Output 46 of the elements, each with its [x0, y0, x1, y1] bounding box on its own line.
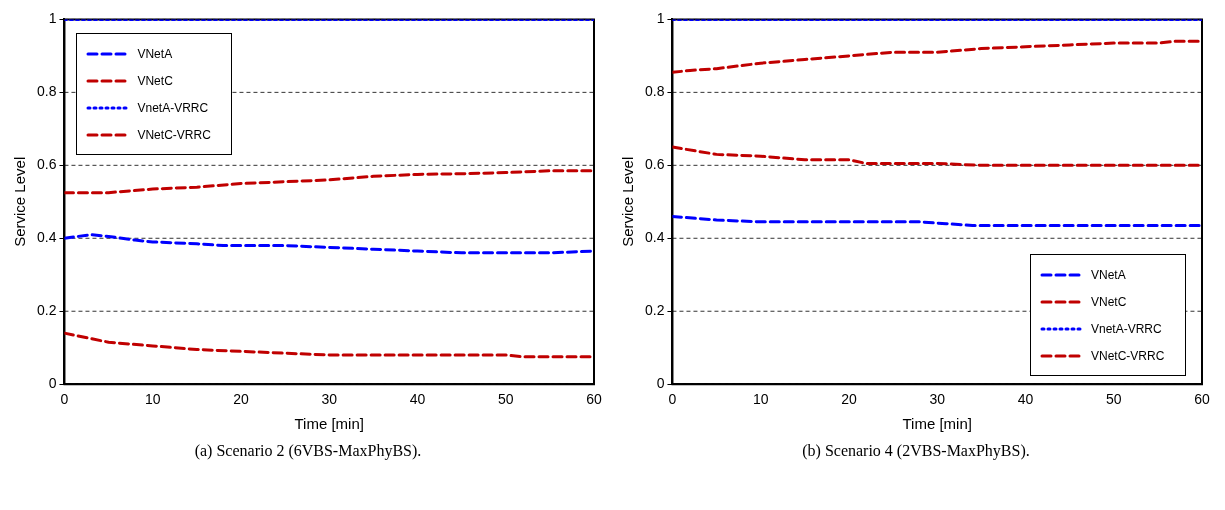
- x-tick-label: 0: [668, 391, 677, 408]
- line-series: [64, 169, 594, 195]
- x-tick-label: 20: [233, 391, 249, 408]
- legend-label: VnetA-VRRC: [1091, 321, 1162, 336]
- line-series: [672, 214, 1202, 228]
- text: (a) Scenario 2 (6VBS-MaxPhyBS).: [193, 442, 423, 460]
- text: (b) Scenario 4 (2VBS-MaxPhyBS).: [801, 442, 1031, 460]
- x-tick-label: 20: [841, 391, 857, 408]
- x-tick-label: 30: [929, 391, 946, 408]
- x-tick-label: 40: [1017, 391, 1034, 408]
- x-tick-label: 0: [60, 391, 69, 408]
- y-tick-label: 0: [48, 375, 57, 392]
- legend-label: VNetC: [1091, 294, 1127, 309]
- legend-label: VNetC-VRRC: [137, 127, 211, 142]
- x-tick-label: 60: [586, 391, 602, 408]
- x-tick-label: 50: [497, 391, 514, 408]
- line-series: [64, 331, 594, 359]
- x-tick-label: 10: [752, 391, 769, 408]
- legend-label: VnetA-VRRC: [137, 100, 209, 115]
- y-tick-label: 0.4: [36, 229, 57, 246]
- y-axis-title: Service Level: [11, 156, 29, 247]
- y-tick-label: 0.8: [644, 83, 665, 100]
- y-tick-label: 1: [48, 10, 57, 27]
- line-series: [64, 233, 594, 255]
- y-tick-label: 0.8: [36, 83, 57, 100]
- legend-label: VNetC: [137, 73, 173, 88]
- line-series: [672, 145, 1202, 167]
- y-tick-label: 0: [656, 375, 665, 392]
- x-tick-label: 10: [144, 391, 161, 408]
- x-tick-label: 50: [1105, 391, 1122, 408]
- legend-label: VNetC-VRRC: [1091, 348, 1165, 363]
- y-tick-label: 0.2: [644, 302, 665, 319]
- x-tick-label: 40: [409, 391, 426, 408]
- line-series: [672, 39, 1202, 74]
- y-tick-label: 0.6: [644, 156, 665, 173]
- x-axis-title: Time [min]: [294, 415, 364, 433]
- y-tick-label: 0.6: [36, 156, 57, 173]
- x-tick-label: 60: [1194, 391, 1210, 408]
- x-axis-title: Time [min]: [902, 415, 972, 433]
- y-tick-label: 1: [656, 10, 665, 27]
- legend-label: VNetA: [137, 46, 173, 61]
- legend-label: VNetA: [1091, 267, 1126, 282]
- y-tick-label: 0.4: [644, 229, 665, 246]
- x-tick-label: 30: [321, 391, 338, 408]
- y-axis-title: Service Level: [619, 156, 637, 247]
- y-tick-label: 0.2: [36, 302, 57, 319]
